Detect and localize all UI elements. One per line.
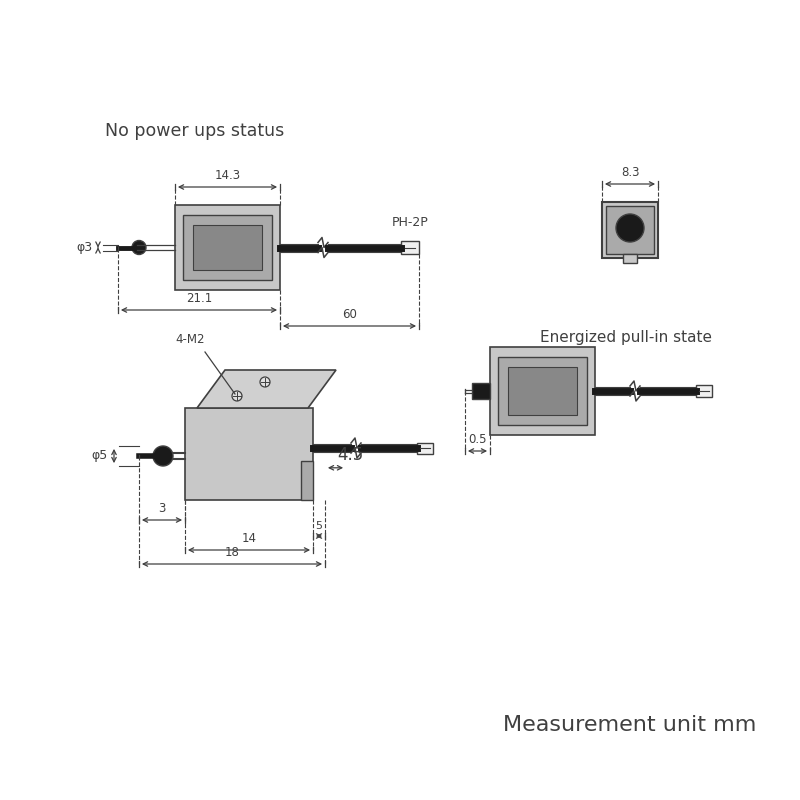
Bar bbox=[183, 215, 272, 280]
Text: 21.1: 21.1 bbox=[186, 292, 212, 305]
Circle shape bbox=[153, 446, 173, 466]
Text: No power ups status: No power ups status bbox=[105, 122, 284, 140]
Bar bbox=[696, 385, 712, 397]
Text: 14.3: 14.3 bbox=[214, 169, 241, 182]
Bar bbox=[472, 383, 490, 399]
Bar bbox=[301, 462, 313, 500]
Circle shape bbox=[616, 214, 644, 242]
Text: 14: 14 bbox=[242, 532, 257, 545]
Polygon shape bbox=[197, 370, 336, 408]
Bar bbox=[401, 241, 419, 254]
Circle shape bbox=[132, 241, 146, 254]
Text: 4.5: 4.5 bbox=[338, 446, 364, 464]
Bar bbox=[185, 408, 313, 500]
Text: Energized pull-in state: Energized pull-in state bbox=[540, 330, 712, 345]
Bar bbox=[490, 347, 595, 435]
Bar bbox=[606, 206, 654, 254]
Bar bbox=[175, 205, 280, 290]
Bar bbox=[193, 225, 262, 270]
Text: 0.5: 0.5 bbox=[468, 433, 486, 446]
Text: 60: 60 bbox=[342, 308, 357, 321]
Text: 3: 3 bbox=[158, 502, 166, 515]
Text: 18: 18 bbox=[225, 546, 239, 559]
Text: PH-2P: PH-2P bbox=[392, 216, 428, 229]
Text: 5: 5 bbox=[315, 521, 322, 531]
Text: φ5: φ5 bbox=[92, 450, 108, 462]
Bar bbox=[623, 254, 637, 263]
Text: Measurement unit mm: Measurement unit mm bbox=[503, 715, 757, 735]
Bar bbox=[417, 442, 433, 454]
Bar bbox=[508, 367, 577, 415]
Text: 4-M2: 4-M2 bbox=[175, 333, 205, 346]
Bar bbox=[602, 202, 658, 258]
Circle shape bbox=[232, 391, 242, 401]
Bar bbox=[498, 357, 587, 425]
Circle shape bbox=[260, 377, 270, 387]
Text: φ3: φ3 bbox=[76, 241, 92, 254]
Text: 8.3: 8.3 bbox=[621, 166, 639, 179]
